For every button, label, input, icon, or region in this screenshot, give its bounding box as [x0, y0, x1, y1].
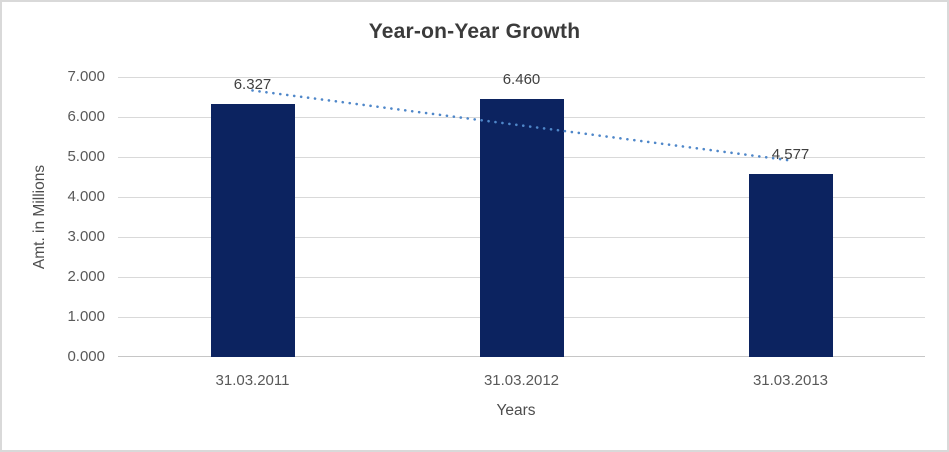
- y-tick-label: 2.000: [67, 268, 105, 285]
- data-label: 4.577: [771, 145, 810, 163]
- gridline: [118, 76, 925, 78]
- data-label: 6.460: [502, 70, 541, 88]
- x-axis-title: Years: [496, 402, 536, 419]
- y-tick-label: 7.000: [67, 68, 105, 85]
- bar: [479, 98, 564, 357]
- y-tick-label: 4.000: [67, 188, 105, 205]
- y-tick-label: 5.000: [67, 148, 105, 165]
- trendline-segment: [251, 89, 792, 162]
- plot-area: [118, 76, 925, 357]
- y-tick-label: 6.000: [67, 108, 105, 125]
- y-axis-title: Amt. in Millions: [31, 164, 48, 270]
- bar: [210, 103, 295, 357]
- trendline: [251, 89, 792, 162]
- y-tick-label: 1.000: [67, 308, 105, 325]
- x-tick-label: 31.03.2013: [752, 372, 829, 389]
- y-tick-label: 3.000: [67, 228, 105, 245]
- bar: [748, 173, 833, 357]
- x-tick-label: 31.03.2011: [215, 372, 290, 389]
- chart-title: Year-on-Year Growth: [368, 20, 581, 43]
- y-tick-label: 0.000: [67, 348, 105, 365]
- x-tick-label: 31.03.2012: [483, 372, 560, 389]
- data-label: 6.327: [233, 75, 272, 93]
